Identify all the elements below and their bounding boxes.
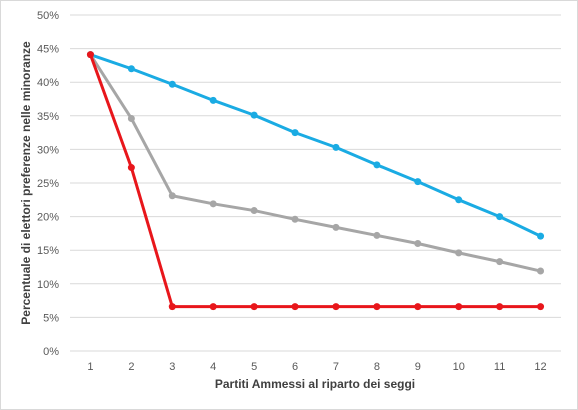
data-point	[414, 303, 422, 311]
series-line	[88, 53, 543, 273]
x-tick-label: 8	[374, 361, 380, 373]
data-point	[414, 178, 422, 186]
data-point	[127, 164, 135, 172]
data-point	[332, 143, 340, 151]
y-tick-labels: 0% 5% 10% 15% 20% 25% 30% 35% 40% 45% 50%	[37, 10, 59, 358]
y-tick-label: 25%	[37, 178, 59, 190]
series-line	[88, 53, 543, 309]
series-line	[88, 53, 543, 238]
x-tick-label: 4	[210, 361, 216, 373]
data-point	[127, 65, 135, 73]
data-point	[537, 303, 545, 311]
x-tick-label: 2	[128, 361, 134, 373]
data-point	[250, 303, 258, 311]
x-tick-label: 7	[333, 361, 339, 373]
x-tick-label: 3	[169, 361, 175, 373]
y-axis-title: Percentuale di elettori preferenze nelle…	[19, 41, 33, 325]
data-point	[455, 303, 463, 311]
y-tick-label: 10%	[37, 279, 59, 291]
x-tick-labels: 1 2 3 4 5 6 7 8 9 10 11 12	[87, 361, 546, 373]
data-point	[496, 303, 504, 311]
data-point	[455, 249, 463, 257]
data-point	[209, 200, 217, 208]
y-tick-label: 50%	[37, 10, 59, 22]
data-point	[209, 96, 217, 104]
y-tick-label: 30%	[37, 144, 59, 156]
data-point	[373, 303, 381, 311]
y-tick-label: 35%	[37, 111, 59, 123]
series-lines	[86, 51, 545, 311]
data-point	[86, 51, 94, 59]
series-3	[86, 51, 545, 311]
data-point	[250, 207, 258, 215]
data-point	[291, 303, 299, 311]
data-point	[168, 192, 176, 200]
data-point	[455, 196, 463, 204]
data-point	[373, 231, 381, 239]
x-tick-label: 1	[87, 361, 93, 373]
series-1	[86, 51, 545, 240]
data-point	[291, 215, 299, 223]
data-point	[332, 303, 340, 311]
y-tick-label: 20%	[37, 212, 59, 224]
data-point	[496, 213, 504, 221]
data-point	[250, 111, 258, 119]
y-tick-label: 45%	[37, 44, 59, 56]
data-point	[373, 161, 381, 169]
data-point	[537, 267, 545, 275]
data-point	[209, 303, 217, 311]
data-point	[168, 303, 176, 311]
x-tick-label: 9	[415, 361, 421, 373]
data-point	[332, 223, 340, 231]
data-point	[127, 114, 135, 122]
x-axis-title: Partiti Ammessi al riparto dei seggi	[215, 377, 415, 391]
data-point	[414, 239, 422, 247]
series-2	[86, 51, 545, 275]
y-tick-label: 15%	[37, 245, 59, 257]
data-point	[537, 232, 545, 240]
data-point	[291, 129, 299, 137]
x-tick-label: 11	[494, 361, 505, 373]
data-point	[496, 258, 504, 266]
x-tick-label: 10	[453, 361, 465, 373]
gridlines	[70, 14, 561, 352]
y-tick-label: 5%	[43, 312, 59, 324]
x-tick-label: 6	[292, 361, 298, 373]
x-tick-label: 12	[534, 361, 546, 373]
x-tick-label: 5	[251, 361, 257, 373]
y-tick-label: 0%	[43, 346, 59, 358]
y-tick-label: 40%	[37, 77, 59, 89]
data-point	[168, 80, 176, 88]
